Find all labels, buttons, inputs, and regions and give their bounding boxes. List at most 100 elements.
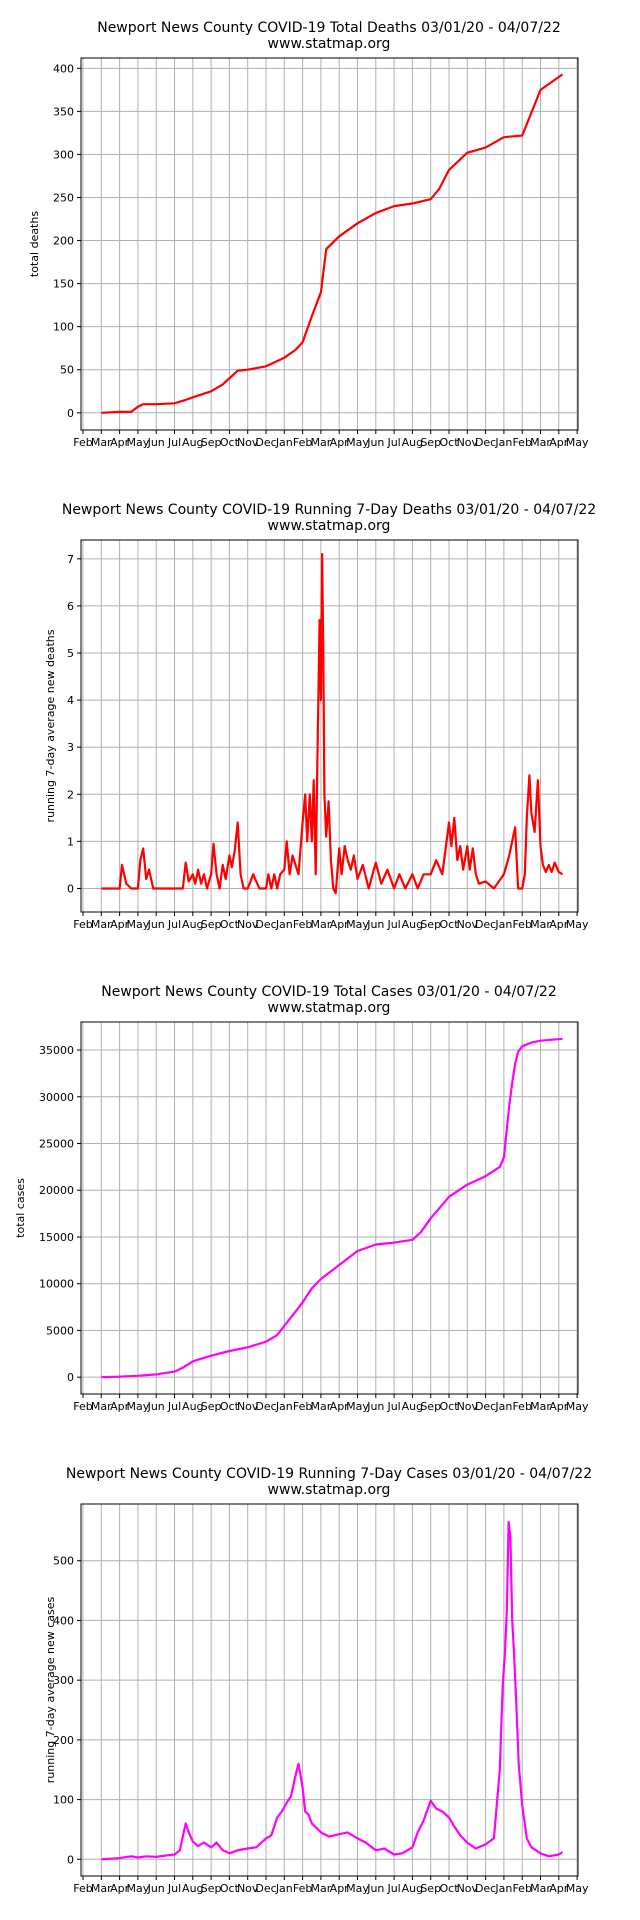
x-tick-label: Aug [402,1400,423,1413]
y-tick-label: 7 [67,553,74,566]
y-tick-label: 500 [53,1555,74,1568]
x-tick-label: Dec [475,436,496,449]
x-tick-label: Oct [439,1400,459,1413]
x-tick-label: Oct [439,918,459,931]
x-tick-label: Nov [237,436,259,449]
y-tick-label: 200 [53,1734,74,1747]
x-tick-label: Jun [147,918,165,931]
x-tick-label: Mar [311,1400,332,1413]
x-tick-label: Dec [475,1882,496,1895]
x-tick-label: Jan [494,436,512,449]
chart-subtitle: www.statmap.org [268,518,391,534]
x-tick-label: Nov [457,918,479,931]
chart-title: Newport News County COVID-19 Total Death… [97,20,561,36]
x-tick-label: Jun [366,918,384,931]
x-tick-label: Feb [73,436,92,449]
x-tick-label: Jun [366,1882,384,1895]
x-tick-label: May [127,1400,150,1413]
x-tick-label: Feb [293,1882,312,1895]
x-tick-label: Mar [530,1882,551,1895]
chart-subtitle: www.statmap.org [268,1000,391,1016]
x-tick-label: Feb [73,1400,92,1413]
x-tick-label: Dec [255,1882,276,1895]
x-tick-label: Mar [311,1882,332,1895]
series-line [101,73,564,414]
x-tick-label: Jan [275,1400,293,1413]
x-tick-label: Aug [402,1882,423,1895]
x-tick-label: Sep [420,1882,441,1895]
x-tick-label: Jun [147,1400,165,1413]
x-tick-label: Aug [182,436,203,449]
x-tick-label: Feb [512,918,531,931]
x-tick-label: Apr [549,1882,569,1895]
x-tick-label: Jul [167,436,181,449]
x-tick-label: May [346,1882,369,1895]
chart-subtitle: www.statmap.org [268,1482,391,1498]
x-tick-label: Apr [110,918,130,931]
x-tick-label: Sep [201,436,222,449]
x-tick-label: Jan [494,1882,512,1895]
y-tick-label: 30000 [39,1091,74,1104]
y-axis-label: running 7-day average new deaths [44,629,57,822]
x-tick-label: Nov [457,1882,479,1895]
y-tick-label: 300 [53,1674,74,1687]
chart-title: Newport News County COVID-19 Running 7-D… [66,1466,592,1482]
y-tick-label: 100 [53,321,74,334]
x-tick-label: Feb [512,1400,531,1413]
x-tick-label: Mar [91,1882,112,1895]
x-tick-label: Jul [386,918,400,931]
series-line [101,552,564,895]
x-tick-label: Apr [110,1882,130,1895]
x-tick-label: Mar [91,1400,112,1413]
x-tick-label: Nov [237,1400,259,1413]
x-tick-label: Jul [167,1882,181,1895]
x-tick-label: Jun [366,1400,384,1413]
y-tick-label: 350 [53,105,74,118]
x-tick-label: Apr [330,1882,350,1895]
x-tick-label: Jul [386,436,400,449]
x-tick-label: Mar [530,436,551,449]
x-tick-label: Feb [293,918,312,931]
x-tick-label: Feb [73,918,92,931]
y-tick-label: 3 [67,741,74,754]
x-tick-label: Sep [420,436,441,449]
x-tick-label: Jun [366,436,384,449]
x-tick-label: Aug [182,1882,203,1895]
x-tick-label: Mar [311,918,332,931]
plot-frame [80,1021,579,1395]
y-tick-label: 0 [67,882,74,895]
chart-title: Newport News County COVID-19 Total Cases… [101,984,557,1000]
y-tick-label: 35000 [39,1044,74,1057]
x-tick-label: Jan [275,436,293,449]
x-tick-label: Dec [475,1400,496,1413]
y-tick-label: 250 [53,192,74,205]
x-tick-label: Apr [549,918,569,931]
x-tick-label: Jan [494,918,512,931]
x-tick-label: May [127,918,150,931]
x-tick-label: Oct [220,436,240,449]
y-tick-label: 4 [67,694,74,707]
x-tick-label: Apr [549,1400,569,1413]
y-tick-label: 10000 [39,1278,74,1291]
x-tick-label: Dec [475,918,496,931]
plot-frame [80,1503,579,1877]
y-axis-label: total deaths [28,211,41,277]
y-tick-label: 1 [67,835,74,848]
x-tick-label: Jul [386,1882,400,1895]
x-tick-label: May [346,436,369,449]
x-tick-label: Dec [255,436,276,449]
x-tick-label: Oct [439,436,459,449]
x-tick-label: Apr [110,436,130,449]
y-tick-label: 400 [53,1614,74,1627]
y-tick-label: 5 [67,647,74,660]
x-tick-label: Jun [147,1882,165,1895]
x-tick-label: May [127,436,150,449]
x-tick-label: Feb [293,436,312,449]
x-tick-label: May [127,1882,150,1895]
y-tick-label: 15000 [39,1231,74,1244]
y-tick-label: 400 [53,62,74,75]
x-tick-label: Nov [237,918,259,931]
chart-title: Newport News County COVID-19 Running 7-D… [62,502,596,518]
x-tick-label: Aug [402,918,423,931]
